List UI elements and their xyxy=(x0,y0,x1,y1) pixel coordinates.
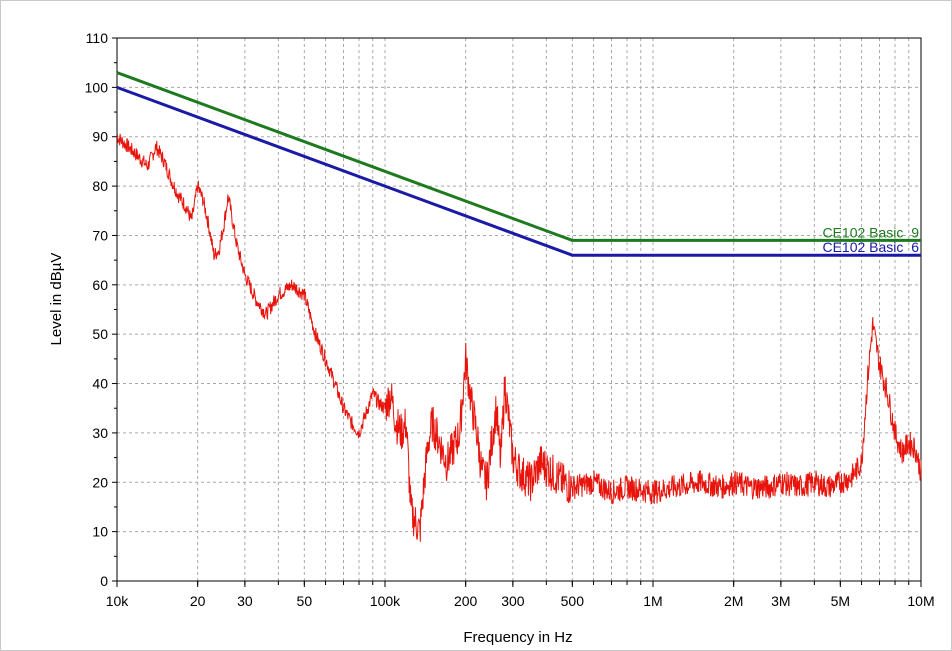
plot-border xyxy=(116,37,922,582)
x-tick-label: 5M xyxy=(831,593,850,609)
x-tick-label: 200 xyxy=(454,593,478,609)
y-tick-label: 50 xyxy=(92,326,108,342)
y-tick-label: 100 xyxy=(85,79,109,95)
y-tick-label: 90 xyxy=(92,129,108,145)
limit-line xyxy=(116,85,921,257)
y-tick-label: 30 xyxy=(92,425,108,441)
x-tick-label: 2M xyxy=(724,593,743,609)
measured-trace xyxy=(116,133,922,542)
x-tick-label: 300 xyxy=(501,593,525,609)
y-tick-label: 70 xyxy=(92,227,108,243)
y-axis-title: Level in dBµV xyxy=(48,253,65,346)
x-tick-label: 3M xyxy=(771,593,790,609)
x-tick-label: 20 xyxy=(190,593,206,609)
limit-line-label: CE102 Basic_9 xyxy=(822,224,919,240)
limit-line xyxy=(116,71,921,242)
x-axis-title: Frequency in Hz xyxy=(463,629,572,646)
y-tick-label: 0 xyxy=(100,573,108,589)
x-tick-label: 50 xyxy=(297,593,313,609)
y-tick-label: 60 xyxy=(92,277,108,293)
y-tick-label: 40 xyxy=(92,376,108,392)
x-tick-label: 30 xyxy=(237,593,253,609)
x-tick-label: 500 xyxy=(561,593,585,609)
y-tick-label: 80 xyxy=(92,178,108,194)
x-tick-label: 100k xyxy=(370,593,401,609)
x-tick-label: 1M xyxy=(643,593,662,609)
y-tick-label: 20 xyxy=(92,474,108,490)
y-tick-label: 10 xyxy=(92,524,108,540)
limit-line-label: CE102 Basic_6 xyxy=(822,239,919,255)
y-tick-label: 110 xyxy=(86,30,109,46)
x-tick-label: 10k xyxy=(106,593,130,609)
x-tick-label: 10M xyxy=(907,593,934,609)
